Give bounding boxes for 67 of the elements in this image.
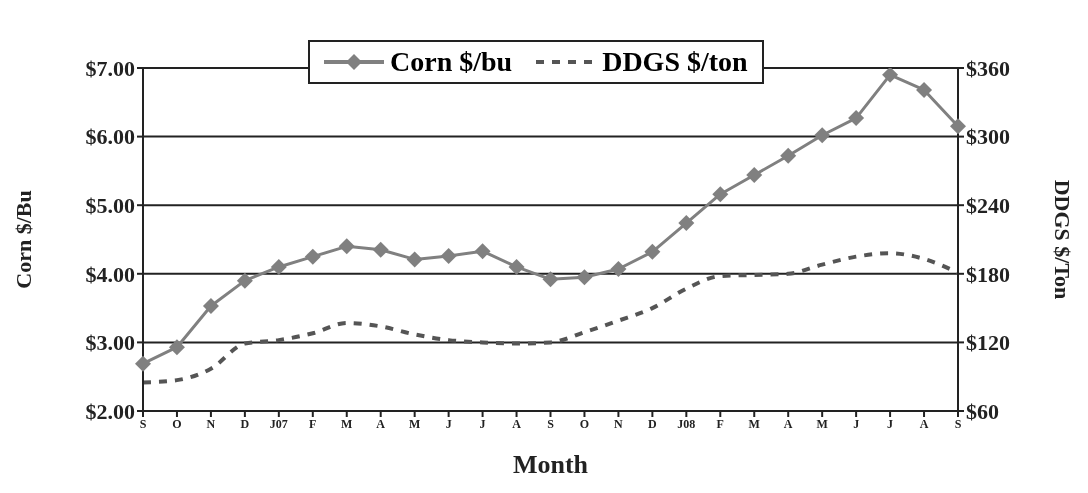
y2-tick-label: $240 <box>966 193 1010 219</box>
y-tick-label: $6.00 <box>85 124 135 150</box>
point <box>882 68 899 83</box>
x-tick-label: O <box>172 416 182 431</box>
point <box>542 271 559 288</box>
x-tick-label: M <box>409 416 421 431</box>
point <box>746 167 763 184</box>
y2-axis-title: DDGS $/Ton <box>1050 179 1076 300</box>
x-tick-label: D <box>240 416 250 431</box>
point <box>236 272 253 289</box>
x-tick-label: F <box>716 416 724 431</box>
point <box>644 243 661 260</box>
x-tick-label: M <box>748 416 760 431</box>
legend-label: Corn $/bu <box>390 46 513 78</box>
x-tick-label: J <box>853 416 860 431</box>
x-tick-label: J <box>445 416 452 431</box>
y-tick-label: $5.00 <box>85 193 135 219</box>
x-tick-label: A <box>919 416 929 431</box>
x-tick-label: J <box>887 416 894 431</box>
point <box>678 215 695 232</box>
point <box>916 81 933 98</box>
x-tick-label: S <box>954 416 962 431</box>
x-tick-label: S <box>547 416 555 431</box>
point <box>848 110 865 127</box>
point <box>270 258 287 275</box>
y2-tick-label: $120 <box>966 330 1010 356</box>
y2-tick-label: $360 <box>966 55 1010 81</box>
x-tick-label: J08 <box>677 416 696 431</box>
point <box>610 261 627 277</box>
y-axis-title: Corn $/Bu <box>10 190 36 289</box>
point <box>372 241 389 258</box>
x-tick-label: A <box>783 416 793 431</box>
x-tick-label: M <box>341 416 353 431</box>
y2-tick-label: $60 <box>966 398 999 424</box>
point <box>168 339 185 356</box>
point <box>406 251 423 268</box>
y-tick-label: $2.00 <box>85 398 135 424</box>
x-tick-label: N <box>206 416 216 431</box>
x-tick-label: A <box>376 416 386 431</box>
x-tick-label: O <box>579 416 590 431</box>
point <box>508 258 525 275</box>
point <box>576 269 593 286</box>
x-tick-label: J07 <box>269 416 288 431</box>
point <box>712 186 729 203</box>
y2-tick-label: $300 <box>966 124 1010 150</box>
point <box>780 147 797 164</box>
x-tick-label: D <box>648 416 658 431</box>
point <box>135 355 151 372</box>
x-tick-label: M <box>816 416 828 431</box>
x-tick-label: N <box>614 416 624 431</box>
point <box>338 238 355 255</box>
x-axis-title: Month <box>512 450 589 479</box>
y-tick-label: $7.00 <box>85 55 135 81</box>
y-tick-label: $3.00 <box>85 330 135 356</box>
x-tick-label: S <box>139 416 147 431</box>
point <box>814 127 831 144</box>
x-tick-label: J <box>479 416 486 431</box>
x-tick-label: F <box>309 416 317 431</box>
point <box>304 248 321 265</box>
legend-label: DDGS $/ton <box>602 46 748 78</box>
y2-tick-label: $180 <box>966 261 1010 287</box>
point <box>440 247 457 264</box>
y-tick-label: $4.00 <box>85 261 135 287</box>
point <box>950 118 966 135</box>
point <box>202 298 219 315</box>
x-tick-label: A <box>512 416 522 431</box>
point <box>474 243 491 260</box>
